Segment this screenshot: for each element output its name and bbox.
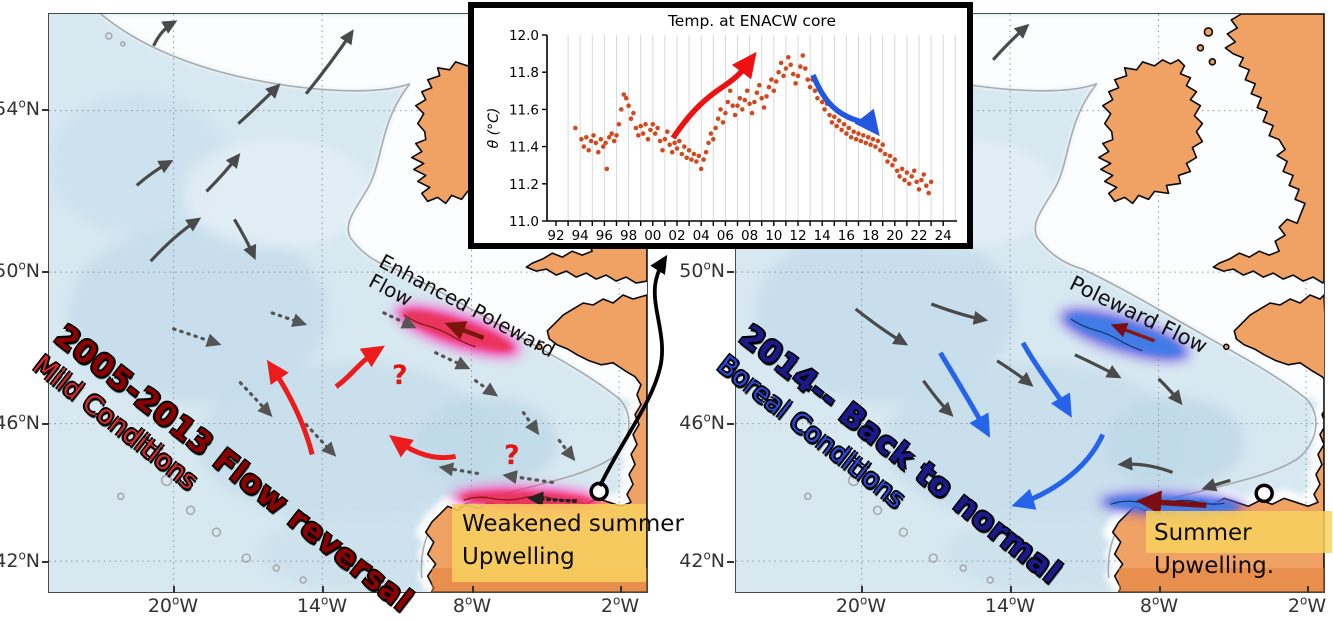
station-marker (1254, 483, 1274, 504)
longitude-tick-label: 20oW (835, 593, 887, 617)
axis-tickmark (42, 561, 49, 563)
chart-tick-label: 02 (668, 228, 685, 243)
latitude-tick-label: 50oN (679, 258, 725, 282)
enacw-chart: 11.0 11.2 11.4 11.6 11.8 12.0 92 94 96 98 00 02 04 06… (486, 12, 957, 244)
chart-tick-label: 96 (596, 228, 613, 243)
weakened-flow-arrows-dotted (172, 311, 576, 485)
chart-tick-label: 16 (838, 228, 855, 243)
chart-tick-label: 08 (741, 228, 758, 243)
chart-tick-label: 11.0 (509, 214, 539, 230)
axis-tickmark (42, 423, 49, 425)
latitude-tick-label: 46oN (679, 410, 725, 434)
chart-tick-label: 12.0 (509, 28, 539, 44)
map-right-graphic (736, 14, 1324, 592)
chart-tick-label: 04 (693, 228, 710, 243)
great-britain (1212, 14, 1324, 284)
weakened-upwelling-label: Weakened summer Upwelling (462, 511, 684, 571)
cooling-trend-arrow (810, 73, 880, 137)
latitude-tick-label: 50oN (0, 258, 40, 282)
chart-title: Temp. at ENACW core (667, 12, 836, 30)
upwelling-arrow-darkred (1136, 490, 1207, 515)
latitude-tick-label: 46oN (0, 410, 40, 434)
axis-tickmark (861, 586, 863, 593)
summer-upwelling-band (1098, 490, 1247, 517)
chart-tick-label: 10 (765, 228, 782, 243)
longitude-tick-label: 8oW (1139, 593, 1179, 617)
latitude-tick-label: 42oN (0, 548, 40, 572)
chart-tick-label: 20 (886, 228, 903, 243)
chart-tick-label: 11.6 (509, 102, 539, 118)
warming-trend-arrow (670, 51, 757, 140)
ireland (1097, 59, 1204, 205)
longitude-tick-label: 2oW (1287, 593, 1327, 617)
hebrides-island (1203, 27, 1214, 37)
longitude-tick-label: 20oW (147, 593, 199, 617)
upwelling-arrow-dotted (527, 491, 577, 507)
reversed-flow-arrows-red (266, 345, 457, 461)
chart-tick-label: 14 (814, 228, 831, 243)
boreal-flow-arrows-blue (938, 341, 1106, 510)
chart-y-axis-label: θ (°C) (486, 108, 502, 149)
axis-tickmark (620, 586, 622, 593)
brittany-island (1223, 343, 1230, 351)
hebrides-island (1196, 44, 1205, 52)
chart-tick-label: 24 (935, 228, 952, 243)
chart-tick-label: 00 (644, 228, 661, 243)
poleward-flow-band (1059, 308, 1190, 362)
axis-tickmark (727, 423, 734, 425)
hebrides-island (1208, 58, 1217, 66)
graticule (49, 14, 647, 592)
chart-tick-label: 11.4 (509, 140, 539, 156)
enacw-temperature-inset: 11.0 11.2 11.4 11.6 11.8 12.0 92 94 96 98 00 02 04 06… (468, 2, 973, 249)
station-marker (589, 481, 609, 502)
chart-tick-label: 98 (620, 228, 637, 243)
axis-tickmark (322, 586, 324, 593)
weakened-upwelling-box (452, 504, 646, 582)
longitude-tick-label: 14oW (984, 593, 1036, 617)
axis-tickmark (1159, 586, 1161, 593)
longitude-tick-label: 8oW (452, 593, 492, 617)
latitude-tick-label: 42oN (679, 548, 725, 572)
axis-tickmark (173, 586, 175, 593)
chart-tick-label: 92 (547, 228, 564, 243)
axis-tickmark (42, 109, 49, 111)
axis-tickmark (42, 271, 49, 273)
axis-tickmark (1010, 586, 1012, 593)
axis-tickmark (727, 271, 734, 273)
poleward-flow-arrow-darkred (1110, 322, 1156, 343)
chart-tick-label: 22 (910, 228, 927, 243)
mean-flow-arrows (135, 20, 354, 263)
axis-tickmark (1307, 586, 1309, 593)
chart-gridlines (567, 35, 956, 221)
longitude-tick-label: 2oW (600, 593, 640, 617)
chart-tick-label: 12 (789, 228, 806, 243)
chart-tick-label: 11.2 (509, 177, 539, 193)
axis-tickmark (472, 586, 474, 593)
chart-tick-label: 06 (717, 228, 734, 243)
iberia-elevation-band (1118, 568, 1324, 592)
chart-tick-label: 11.8 (509, 65, 539, 81)
poleward-flow-arrow-darkred (444, 321, 485, 340)
longitude-tick-label: 14oW (296, 593, 348, 617)
chart-tick-label: 94 (572, 228, 589, 243)
chart-tick-label: 18 (862, 228, 879, 243)
latitude-tick-label: 54oN (0, 96, 40, 120)
summer-upwelling-label: Summer Upwelling. (1154, 520, 1275, 580)
axis-tickmark (727, 561, 734, 563)
brittany-island (536, 343, 543, 351)
mean-flow-arrows (854, 23, 1231, 492)
chart-axes: 11.0 11.2 11.4 11.6 11.8 12.0 92 94 96 98 00 02 04 06… (509, 28, 957, 244)
chart-scatter-points (573, 53, 934, 196)
summer-upwelling-box (1146, 511, 1332, 553)
question-mark: ? (392, 360, 408, 391)
question-mark: ? (504, 440, 520, 471)
